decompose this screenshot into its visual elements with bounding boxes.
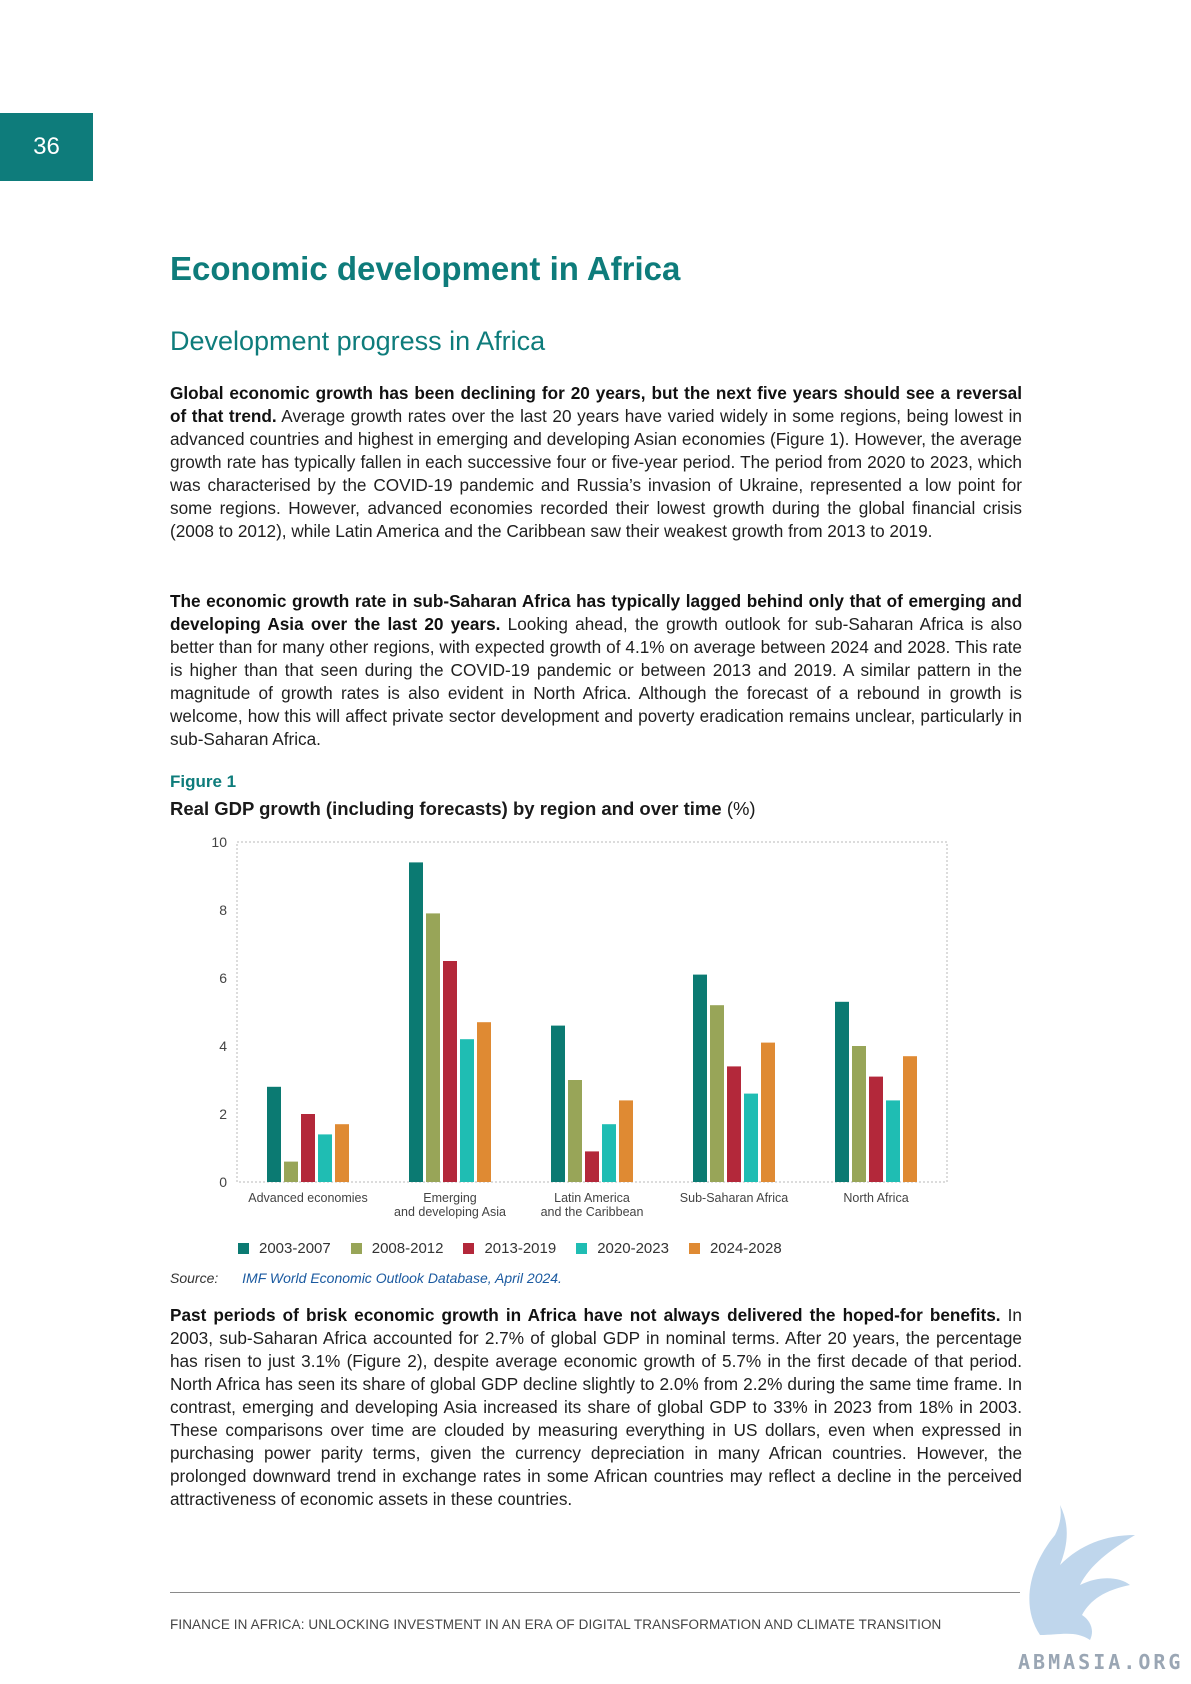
bar-2008-2012 <box>852 1046 866 1182</box>
legend-label: 2008-2012 <box>371 1240 444 1257</box>
legend-label: 2003-2007 <box>259 1240 331 1257</box>
chart-legend: 2003-2007 2008-2012 2013-2019 2020-2023 2024… <box>238 1240 782 1257</box>
x-category-label: and the Caribbean <box>541 1205 644 1219</box>
figure-title: Real GDP growth (including forecasts) by… <box>170 798 756 820</box>
legend-item: 2008-2012 <box>350 1240 444 1257</box>
bar-2024-2028 <box>477 1022 491 1182</box>
bar-2008-2012 <box>426 913 440 1182</box>
paragraph-1-body: Average growth rates over the last 20 ye… <box>170 406 1022 541</box>
source-label: Source: <box>170 1270 219 1286</box>
bar-2013-2019 <box>869 1076 883 1182</box>
y-tick-label: 6 <box>219 970 227 986</box>
figure-source: Source: IMF World Economic Outlook Datab… <box>170 1270 562 1286</box>
legend-swatch <box>576 1243 588 1254</box>
page-title: Economic development in Africa <box>170 250 681 287</box>
y-tick-label: 8 <box>219 902 227 918</box>
bar-2003-2007 <box>551 1025 565 1182</box>
x-category-label: Advanced economies <box>248 1191 368 1205</box>
paragraph-2-lead: The economic growth rate in sub-Saharan … <box>170 591 1022 634</box>
page-number: 36 <box>33 133 60 160</box>
bar-2024-2028 <box>619 1100 633 1182</box>
x-category-label: North Africa <box>843 1191 908 1205</box>
x-category-label: and developing Asia <box>394 1205 506 1219</box>
bar-2003-2007 <box>835 1001 849 1182</box>
bar-2020-2023 <box>886 1100 900 1182</box>
legend-swatch <box>350 1243 362 1254</box>
figure-unit: (%) <box>726 798 756 819</box>
section-subtitle: Development progress in Africa <box>170 326 546 356</box>
legend-label: 2013-2019 <box>484 1240 557 1257</box>
y-tick-label: 2 <box>219 1106 227 1122</box>
paragraph-3: Past periods of brisk economic growth in… <box>170 1304 1022 1511</box>
y-tick-label: 4 <box>219 1038 227 1054</box>
footer-publication-title: FINANCE IN AFRICA: UNLOCKING INVESTMENT … <box>170 1617 942 1632</box>
legend-label: 2024-2028 <box>709 1240 782 1257</box>
paragraph-3-body: In 2003, sub-Saharan Africa accounted fo… <box>170 1305 1022 1509</box>
legend-swatch <box>463 1243 475 1254</box>
x-category-label: Latin America <box>554 1191 630 1205</box>
page-number-tab: 36 <box>0 113 93 181</box>
bar-2013-2019 <box>727 1066 741 1182</box>
bar-2003-2007 <box>693 974 707 1182</box>
bar-2013-2019 <box>585 1151 599 1182</box>
legend-label: 2020-2023 <box>597 1240 669 1257</box>
bar-2020-2023 <box>460 1039 474 1182</box>
bar-2020-2023 <box>744 1093 758 1182</box>
bar-2013-2019 <box>301 1114 315 1182</box>
paragraph-3-lead: Past periods of brisk economic growth in… <box>170 1305 1001 1325</box>
legend-item: 2024-2028 <box>688 1240 782 1257</box>
legend-item: 2020-2023 <box>576 1240 669 1257</box>
bar-2003-2007 <box>267 1086 281 1182</box>
x-category-label: Emerging <box>423 1191 477 1205</box>
watermark-text: ABMASIA.ORG <box>1018 1650 1184 1674</box>
paragraph-1-lead: Global economic growth has been declinin… <box>170 383 1022 426</box>
bar-2024-2028 <box>335 1124 349 1182</box>
bar-2024-2028 <box>761 1042 775 1182</box>
y-tick-label: 0 <box>219 1174 227 1190</box>
bar-2008-2012 <box>568 1080 582 1182</box>
figure-title-text: Real GDP growth (including forecasts) by… <box>170 798 722 819</box>
bar-2013-2019 <box>443 961 457 1182</box>
x-category-label: Sub-Saharan Africa <box>680 1191 788 1205</box>
bar-2020-2023 <box>602 1124 616 1182</box>
paragraph-1: Global economic growth has been declinin… <box>170 382 1022 543</box>
bar-2024-2028 <box>903 1056 917 1182</box>
bar-2020-2023 <box>318 1134 332 1182</box>
legend-swatch <box>238 1243 249 1254</box>
griffin-logo-icon <box>1029 1505 1135 1640</box>
source-link[interactable]: IMF World Economic Outlook Database, Apr… <box>242 1270 562 1286</box>
legend-item: 2013-2019 <box>463 1240 556 1257</box>
legend-swatch <box>688 1243 700 1254</box>
paragraph-2: The economic growth rate in sub-Saharan … <box>170 590 1022 751</box>
y-tick-label: 10 <box>211 834 227 850</box>
footer-divider <box>170 1592 1020 1593</box>
bar-2008-2012 <box>284 1161 298 1182</box>
legend-item: 2003-2007 <box>238 1240 331 1257</box>
bar-2003-2007 <box>409 862 423 1182</box>
figure-label: Figure 1 <box>170 772 237 791</box>
bar-2008-2012 <box>710 1005 724 1182</box>
paragraph-2-body: Looking ahead, the growth outlook for su… <box>170 614 1023 749</box>
